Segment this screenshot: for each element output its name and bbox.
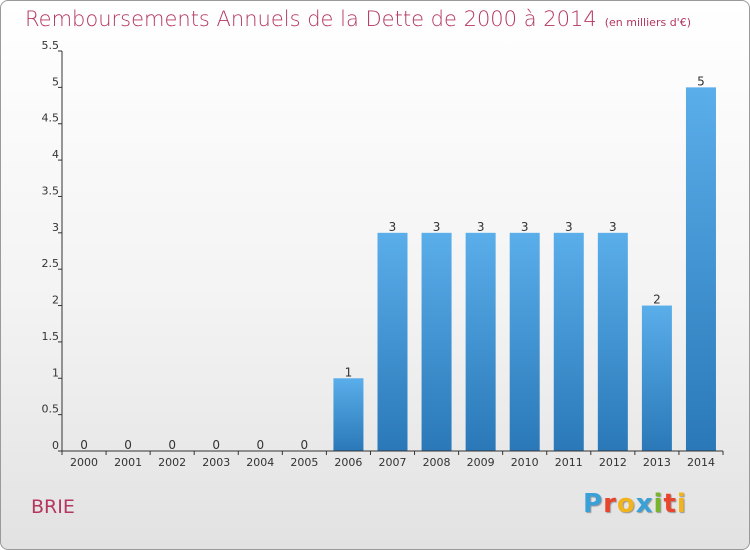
x-tick-label-2009: 2009 xyxy=(467,456,495,469)
logo-letter: r xyxy=(603,489,617,519)
x-tick-label-2004: 2004 xyxy=(246,456,274,469)
x-tick-label-2000: 2000 xyxy=(70,456,98,469)
bar-2009 xyxy=(465,232,496,451)
logo-letter: t xyxy=(663,489,677,519)
y-tick-label: 0.5 xyxy=(42,403,60,416)
proxiti-logo: Proxiti xyxy=(583,489,687,519)
x-tick-label-2010: 2010 xyxy=(511,456,539,469)
y-tick-label: 1 xyxy=(52,366,59,379)
x-tick-label-2008: 2008 xyxy=(423,456,451,469)
logo-letter: i xyxy=(676,489,687,519)
logo-letter: o xyxy=(616,489,636,519)
value-label-2000: 0 xyxy=(80,438,88,452)
bar-2008 xyxy=(421,232,452,451)
value-label-2002: 0 xyxy=(168,438,176,452)
chart-title-text: Remboursements Annuels de la Dette de 20… xyxy=(25,7,597,31)
x-tick-label-2012: 2012 xyxy=(599,456,627,469)
bar-2010 xyxy=(509,232,540,451)
y-tick-label: 2.5 xyxy=(42,257,60,270)
y-tick-label: 5 xyxy=(52,75,59,88)
x-tick-label-2011: 2011 xyxy=(555,456,583,469)
x-axis: 2000 2001 2002 2003 2004 2005 2006 2007 2008 2009… xyxy=(61,450,724,469)
x-tick-label-2001: 2001 xyxy=(114,456,142,469)
value-label-2010: 3 xyxy=(521,220,529,234)
y-tick-label: 0 xyxy=(52,439,59,452)
bars-group xyxy=(333,87,716,451)
value-label-2009: 3 xyxy=(477,220,485,234)
bar-2006 xyxy=(333,378,364,451)
value-label-2006: 1 xyxy=(345,365,353,379)
value-label-2011: 3 xyxy=(565,220,573,234)
value-label-2003: 0 xyxy=(212,438,220,452)
value-label-2007: 3 xyxy=(389,220,397,234)
logo-letter: x xyxy=(635,489,654,519)
y-tick-label: 1.5 xyxy=(42,330,60,343)
value-labels: 0 0 0 0 0 0 1 3 3 3 3 3 3 2 5 xyxy=(80,74,705,452)
y-tick-label: 4.5 xyxy=(42,112,60,125)
y-tick-label: 3 xyxy=(52,221,59,234)
bar-2014 xyxy=(685,87,716,451)
x-tick-label-2003: 2003 xyxy=(202,456,230,469)
bar-2013 xyxy=(641,305,672,451)
y-tick-label: 5.5 xyxy=(42,39,60,52)
logo-letter: P xyxy=(583,489,604,519)
value-label-2005: 0 xyxy=(301,438,309,452)
chart-title: Remboursements Annuels de la Dette de 20… xyxy=(25,7,691,31)
bar-2011 xyxy=(553,232,584,451)
x-tick-label-2014: 2014 xyxy=(687,456,715,469)
value-label-2001: 0 xyxy=(124,438,132,452)
y-tick-label: 2 xyxy=(52,294,59,307)
value-label-2008: 3 xyxy=(433,220,441,234)
value-label-2004: 0 xyxy=(256,438,264,452)
y-axis: 0 0.5 1 1.5 2 2.5 3 3.5 4 4.5 5 5.5 xyxy=(42,39,63,452)
value-label-2013: 2 xyxy=(653,293,661,307)
logo-letter: i xyxy=(653,489,664,519)
y-tick-label: 3.5 xyxy=(42,184,60,197)
chart-unit: (en milliers d'€) xyxy=(604,16,691,29)
commune-name: BRIE xyxy=(31,496,75,518)
bar-2007 xyxy=(377,232,408,451)
x-tick-label-2002: 2002 xyxy=(158,456,186,469)
bar-2012 xyxy=(597,232,628,451)
x-tick-label-2013: 2013 xyxy=(643,456,671,469)
x-tick-label-2007: 2007 xyxy=(379,456,407,469)
y-tick-label: 4 xyxy=(52,148,59,161)
value-label-2012: 3 xyxy=(609,220,617,234)
x-tick-label-2006: 2006 xyxy=(334,456,362,469)
value-label-2014: 5 xyxy=(697,74,705,88)
x-tick-label-2005: 2005 xyxy=(290,456,318,469)
